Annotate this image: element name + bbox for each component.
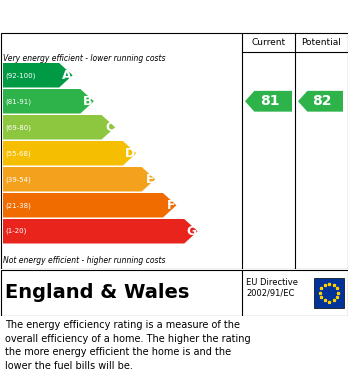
Text: 82: 82 <box>312 94 332 108</box>
Text: Very energy efficient - lower running costs: Very energy efficient - lower running co… <box>3 54 166 63</box>
Text: E: E <box>146 173 154 186</box>
Text: B: B <box>84 95 93 108</box>
Text: 81: 81 <box>260 94 280 108</box>
Text: Energy Efficiency Rating: Energy Efficiency Rating <box>14 9 224 23</box>
Polygon shape <box>3 89 94 113</box>
Text: (69-80): (69-80) <box>5 124 31 131</box>
Text: A: A <box>62 69 72 82</box>
Polygon shape <box>3 63 73 88</box>
Text: Current: Current <box>252 38 286 47</box>
Text: The energy efficiency rating is a measure of the
overall efficiency of a home. T: The energy efficiency rating is a measur… <box>5 320 251 371</box>
Text: (55-68): (55-68) <box>5 150 31 156</box>
Text: Not energy efficient - higher running costs: Not energy efficient - higher running co… <box>3 256 166 265</box>
Text: (39-54): (39-54) <box>5 176 31 183</box>
Polygon shape <box>245 91 292 112</box>
Text: (81-91): (81-91) <box>5 98 31 104</box>
Text: (21-38): (21-38) <box>5 202 31 208</box>
Text: (92-100): (92-100) <box>5 72 35 79</box>
Polygon shape <box>3 219 198 244</box>
Text: EU Directive
2002/91/EC: EU Directive 2002/91/EC <box>246 278 298 298</box>
Polygon shape <box>3 193 176 217</box>
Text: (1-20): (1-20) <box>5 228 26 235</box>
Text: Potential: Potential <box>302 38 341 47</box>
Text: G: G <box>187 225 197 238</box>
Polygon shape <box>3 115 115 140</box>
Text: F: F <box>167 199 175 212</box>
Bar <box>314 278 344 307</box>
Text: C: C <box>105 121 114 134</box>
Text: England & Wales: England & Wales <box>5 283 189 302</box>
Text: D: D <box>125 147 135 160</box>
Polygon shape <box>3 141 136 165</box>
Polygon shape <box>3 167 155 192</box>
Polygon shape <box>298 91 343 112</box>
